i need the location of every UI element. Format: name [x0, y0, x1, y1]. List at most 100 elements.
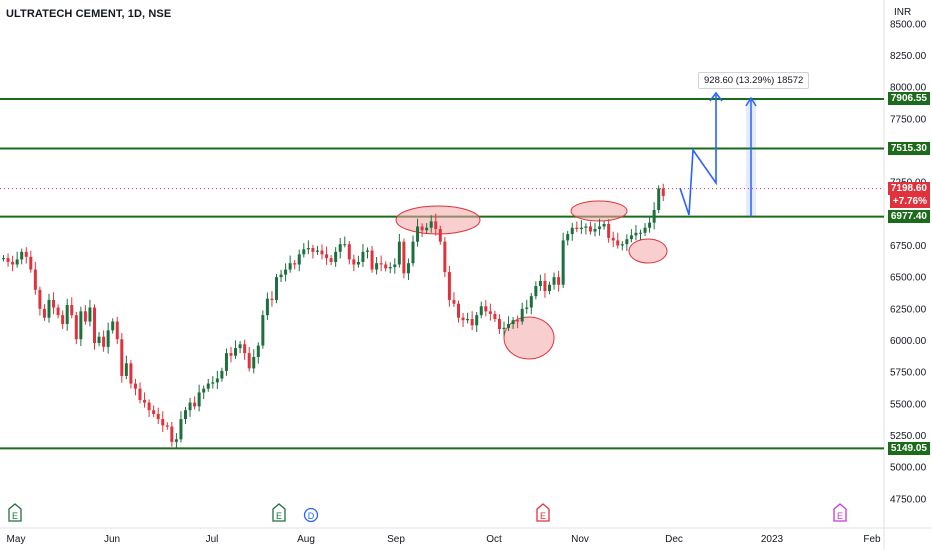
price-tick-label: 5000.00 [890, 463, 927, 474]
candle-body [625, 239, 629, 245]
candle-body [352, 259, 356, 265]
candle-body [334, 251, 338, 262]
earnings-icon[interactable] [536, 503, 550, 522]
candle-body [143, 400, 147, 403]
candle-body [252, 356, 256, 369]
candle-body [197, 392, 201, 407]
candle-body [243, 344, 247, 354]
candle-body [652, 209, 656, 223]
level-tag-6977: 6977.40 [887, 210, 930, 224]
candle-body [575, 227, 579, 230]
candle-body [270, 298, 274, 300]
event-letter: D [308, 511, 315, 521]
candle-body [520, 308, 524, 322]
highlight-ellipse[interactable] [395, 205, 481, 235]
event-letter: E [837, 511, 843, 521]
price-tick-label: 5750.00 [890, 368, 927, 379]
candle-body [11, 261, 15, 265]
highlight-ellipse[interactable] [570, 200, 628, 222]
measure-arrowhead [745, 96, 757, 107]
candle-body [584, 226, 588, 228]
candle-body [356, 261, 360, 265]
candle-body [293, 263, 297, 265]
price-change-tag: +7.76% [889, 195, 930, 209]
earnings-icon[interactable] [8, 503, 22, 522]
candle-body [557, 277, 561, 285]
candle-body [657, 188, 661, 210]
candle-body [366, 250, 369, 252]
candle-body [15, 259, 19, 265]
candle-body [179, 419, 183, 440]
candle-body [552, 277, 556, 285]
candle-body [247, 353, 251, 369]
highlight-ellipse[interactable] [628, 238, 668, 264]
candle-body [484, 306, 488, 312]
time-tick-label: Feb [863, 534, 881, 545]
candle-body [538, 280, 542, 287]
highlight-ellipse[interactable] [503, 316, 555, 360]
candle-body [416, 226, 420, 242]
earnings-icon[interactable] [272, 503, 286, 522]
symbol-title: ULTRATECH CEMENT, 1D, NSE [6, 8, 172, 20]
candle-body [561, 240, 565, 285]
candle-body [488, 311, 492, 314]
candle-body [475, 315, 479, 326]
candle-body [102, 336, 106, 347]
level-tag-7906: 7906.55 [887, 92, 930, 106]
candle-body [479, 306, 483, 316]
candle-body [570, 227, 574, 235]
candle-body [74, 315, 78, 340]
candle-body [379, 263, 383, 265]
candle-body [616, 240, 620, 246]
candle-body [206, 383, 210, 389]
candle-body [325, 254, 329, 259]
candle-body [548, 284, 551, 292]
projection-path[interactable] [679, 95, 717, 216]
candle-body [402, 241, 406, 274]
candle-body [88, 307, 92, 322]
time-tick-label: Dec [665, 534, 683, 545]
candle-body [184, 410, 187, 420]
candle-body [502, 327, 506, 330]
candle-body [238, 344, 242, 349]
candle-body [525, 307, 529, 309]
candle-body [24, 251, 28, 257]
candle-body [193, 402, 197, 407]
candle-body [2, 258, 5, 260]
dividend-icon[interactable] [303, 507, 319, 523]
candle-body [156, 413, 160, 420]
candle-body [56, 307, 60, 316]
candle-body [320, 250, 324, 255]
candle-body [370, 250, 374, 270]
candle-body [311, 248, 315, 252]
candle-body [29, 256, 33, 270]
earnings-icon[interactable] [833, 503, 847, 522]
price-tick-label: 8250.00 [890, 51, 927, 62]
price-tick-label: 4750.00 [890, 494, 927, 505]
price-tick-label: 6500.00 [890, 273, 927, 284]
price-tick-label: 7750.00 [890, 114, 927, 125]
candle-body [83, 311, 87, 322]
candle-body [470, 318, 474, 326]
candle-body [443, 241, 447, 273]
candle-body [347, 244, 351, 260]
candle-body [543, 280, 547, 292]
candle-body [425, 227, 429, 231]
candle-body [20, 251, 24, 260]
time-tick-label: Sep [387, 534, 405, 545]
candle-body [516, 320, 520, 322]
candle-body [598, 226, 602, 230]
candle-body [384, 264, 388, 269]
candle-body [661, 188, 665, 197]
time-tick-label: Jul [206, 534, 219, 545]
candle-body [161, 419, 165, 426]
candle-body [202, 388, 206, 393]
price-tick-label: 8000.00 [890, 83, 927, 94]
candle-body [461, 317, 465, 321]
candle-body [620, 244, 624, 246]
candle-body [607, 223, 611, 238]
candle-body [534, 286, 538, 297]
event-letter: E [540, 511, 546, 521]
